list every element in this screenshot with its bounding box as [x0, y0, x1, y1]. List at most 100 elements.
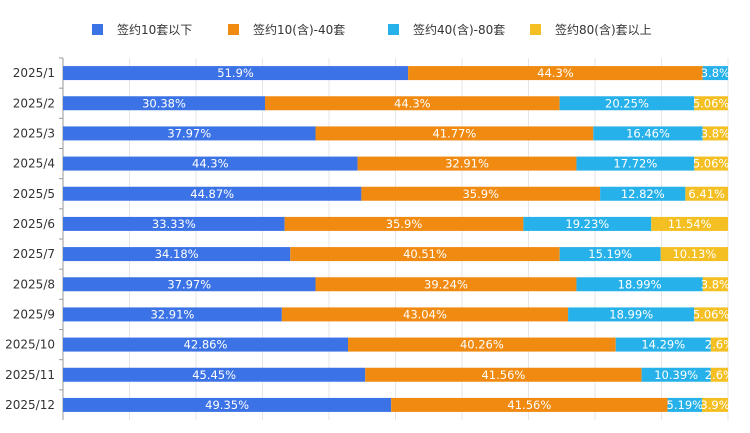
- data-label: 42.86%: [184, 338, 228, 352]
- y-tick-label: 2025/3: [13, 126, 55, 140]
- data-label: 49.35%: [205, 398, 249, 412]
- bar-segment: [710, 337, 729, 352]
- data-label: 37.97%: [167, 277, 211, 291]
- data-label: 44.87%: [190, 187, 234, 201]
- data-label: 5.06%: [693, 157, 730, 171]
- data-label: 17.72%: [613, 157, 657, 171]
- bar-segment: [63, 307, 282, 322]
- data-label: 20.25%: [605, 96, 649, 110]
- data-label: 41.56%: [507, 398, 551, 412]
- data-label: 44.3%: [394, 96, 431, 110]
- bar-segment: [685, 186, 728, 201]
- bar-segment: [63, 96, 266, 111]
- bar-segment: [667, 397, 703, 412]
- bar-segment: [290, 247, 560, 262]
- bar-segment: [63, 367, 366, 382]
- bar-segment: [710, 367, 728, 382]
- data-label: 33.33%: [152, 217, 196, 231]
- bar-segment: [63, 66, 409, 81]
- bar-segment: [702, 397, 728, 412]
- legend-label: 签约10套以下: [117, 22, 192, 37]
- bar-segment: [63, 126, 316, 141]
- bar-segment: [641, 367, 711, 382]
- data-label: 39.24%: [424, 277, 468, 291]
- data-label: 44.3%: [537, 66, 574, 80]
- bar-segment: [361, 186, 601, 201]
- data-label: 30.38%: [142, 96, 186, 110]
- bar-segment: [63, 186, 362, 201]
- bar-segment: [315, 126, 594, 141]
- bar-segment: [265, 96, 560, 111]
- data-label: 10.13%: [672, 247, 716, 261]
- data-label: 3.8%: [701, 277, 730, 291]
- y-tick-label: 2025/6: [13, 217, 55, 231]
- y-tick-label: 2025/10: [5, 338, 55, 352]
- bar-segment: [63, 277, 316, 292]
- y-tick-label: 2025/1: [13, 66, 55, 80]
- data-label: 35.9%: [462, 187, 499, 201]
- y-tick-label: 2025/9: [13, 307, 55, 321]
- data-label: 41.56%: [481, 368, 525, 382]
- bar-segment: [600, 186, 686, 201]
- bar-segment: [615, 337, 711, 352]
- bar-segment: [702, 66, 728, 81]
- data-label: 5.19%: [667, 398, 704, 412]
- y-tick-label: 2025/4: [13, 157, 55, 171]
- legend-label: 签约10(含)-40套: [253, 22, 345, 37]
- bar-segment: [391, 397, 668, 412]
- bar-segment: [651, 216, 728, 231]
- y-tick-label: 2025/11: [5, 368, 55, 382]
- data-label: 32.91%: [150, 307, 194, 321]
- data-label: 37.97%: [167, 126, 211, 140]
- bar-segment: [576, 277, 703, 292]
- data-label: 32.91%: [445, 157, 489, 171]
- y-tick-label: 2025/12: [5, 398, 55, 412]
- bar-segment: [357, 156, 577, 171]
- data-label: 45.45%: [192, 368, 236, 382]
- bar-segment: [63, 337, 349, 352]
- data-label: 6.41%: [688, 187, 725, 201]
- data-label: 43.04%: [403, 307, 447, 321]
- data-label: 2.6%: [705, 368, 734, 382]
- bar-segment: [408, 66, 703, 81]
- data-label: 5.06%: [693, 96, 730, 110]
- y-tick-label: 2025/2: [13, 96, 55, 110]
- data-label: 10.39%: [654, 368, 698, 382]
- bar-segment: [281, 307, 569, 322]
- bar-segment: [63, 397, 392, 412]
- bar-segment: [576, 156, 695, 171]
- bar-segment: [315, 277, 577, 292]
- data-label: 40.51%: [403, 247, 447, 261]
- legend-label: 签约40(含)-80套: [413, 22, 505, 37]
- data-label: 34.18%: [155, 247, 199, 261]
- bar-segment: [63, 247, 291, 262]
- data-label: 2.6%: [705, 338, 734, 352]
- y-tick-label: 2025/8: [13, 277, 55, 291]
- bar-segment: [702, 126, 728, 141]
- data-label: 19.23%: [565, 217, 609, 231]
- data-label: 16.46%: [626, 126, 670, 140]
- bar-segment: [63, 156, 358, 171]
- legend-swatch: [388, 24, 399, 35]
- data-label: 12.82%: [621, 187, 665, 201]
- bar-segment: [694, 156, 728, 171]
- data-label: 18.99%: [618, 277, 662, 291]
- bar-segment: [660, 247, 729, 262]
- bar-segment: [559, 96, 695, 111]
- bar-segment: [63, 216, 285, 231]
- data-label: 44.3%: [192, 157, 229, 171]
- data-label: 3.9%: [700, 398, 729, 412]
- bar-segment: [702, 277, 728, 292]
- data-label: 3.8%: [701, 126, 730, 140]
- bar-segment: [593, 126, 703, 141]
- legend-swatch: [530, 24, 541, 35]
- data-label: 11.54%: [668, 217, 712, 231]
- bar-segment: [284, 216, 524, 231]
- bar-segment: [365, 367, 642, 382]
- data-label: 41.77%: [432, 126, 476, 140]
- data-label: 3.8%: [701, 66, 730, 80]
- data-label: 51.9%: [217, 66, 254, 80]
- data-label: 18.99%: [609, 307, 653, 321]
